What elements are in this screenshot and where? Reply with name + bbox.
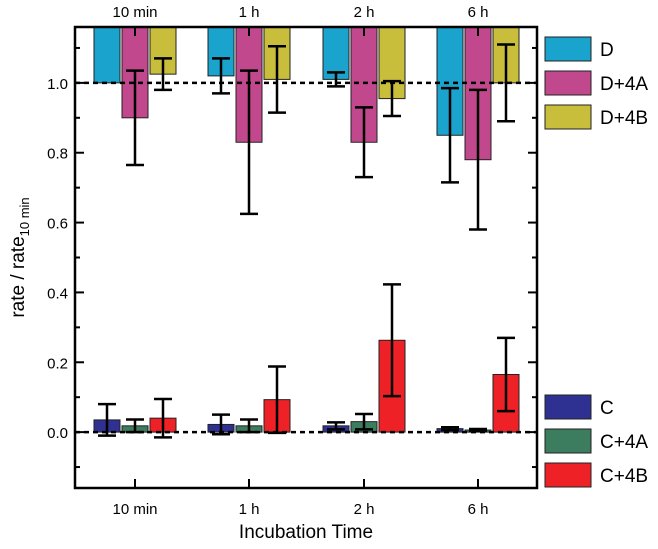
x-tick-label-bottom: 10 min [112,501,157,518]
bottom-error-bar-c-plus-4a-2 [355,412,373,431]
legend-entry-bottom-0: C [544,394,614,420]
legend-entry-top-2: D+4B [544,104,648,130]
y-tick-label: 0.8 [47,146,68,163]
x-tick-label-bottom: 2 h [354,501,375,518]
bottom-error-bar-c-plus-4b-0 [154,397,172,439]
x-tick-label-bottom: 6 h [468,501,489,518]
tick-labels-layer: 0.0 0.2 0.4 0.6 0.8 1.0 10 min 10 min 1 h 1 h 2 h 2… [47,4,488,518]
top-error-bar-d-plus-4b-3 [497,43,515,123]
legend-swatch [544,104,592,130]
legend-entry-bottom-1: C+4A [544,428,648,454]
top-error-bar-d-plus-4b-1 [268,44,286,114]
x-tick-label-bottom: 1 h [239,501,260,518]
legend-swatch [544,428,592,454]
y-tick-label: 1.0 [47,76,68,93]
top-error-bar-d-plus-4b-2 [383,79,401,118]
legend-label: D+4A [600,74,648,95]
bottom-error-bar-c-3 [441,425,459,432]
legend-label: C+4B [600,466,648,487]
legend: D D+4A D+4B C C+4A C+4B [544,36,648,488]
legend-entry-top-1: D+4A [544,70,648,96]
bottom-error-bar-c-0 [98,402,116,437]
legend-swatch [544,394,592,420]
y-tick-label: 0.0 [47,425,68,442]
y-tick-label: 0.4 [47,285,68,302]
x-tick-label-top: 1 h [239,4,260,21]
legend-entry-top-0: D [544,36,614,62]
legend-swatch [544,36,592,62]
legend-label: C [600,398,614,419]
y-axis-title-main: rate / rate [8,236,29,317]
legend-swatch [544,70,592,96]
bottom-error-bar-c-plus-4a-3 [469,427,487,433]
reference-lines-layer [75,81,537,434]
top-error-bar-d-plus-4b-0 [154,57,172,92]
legend-label: D [600,40,614,61]
y-axis-title: rate / rate10 min [8,197,32,317]
legend-label: D+4B [600,108,648,129]
bottom-error-bar-c-2 [327,421,345,431]
top-error-bar-d-plus-4a-1 [240,69,258,216]
ticks-layer [75,27,537,488]
x-tick-label-top: 6 h [468,4,489,21]
bottom-error-bar-c-plus-4b-2 [383,283,401,398]
x-tick-label-top: 10 min [112,4,157,21]
x-axis-title: Incubation Time [239,522,373,543]
legend-entry-bottom-2: C+4B [544,462,648,488]
y-tick-label: 0.6 [47,216,68,233]
top-error-bar-d-plus-4a-0 [126,69,144,167]
top-error-bar-d-3 [441,86,459,184]
top-error-bar-d-plus-4a-3 [469,88,487,231]
top-error-bar-d-plus-4a-2 [355,106,373,179]
legend-label: C+4A [600,432,648,453]
legend-swatch [544,462,592,488]
top-bar-d-0 [93,26,121,84]
y-tick-label: 0.2 [47,355,68,372]
top-error-bar-d-1 [212,57,230,95]
bottom-error-bar-c-plus-4b-3 [497,336,515,413]
y-axis-title-subscript: 10 min [17,197,32,236]
x-tick-label-top: 2 h [354,4,375,21]
